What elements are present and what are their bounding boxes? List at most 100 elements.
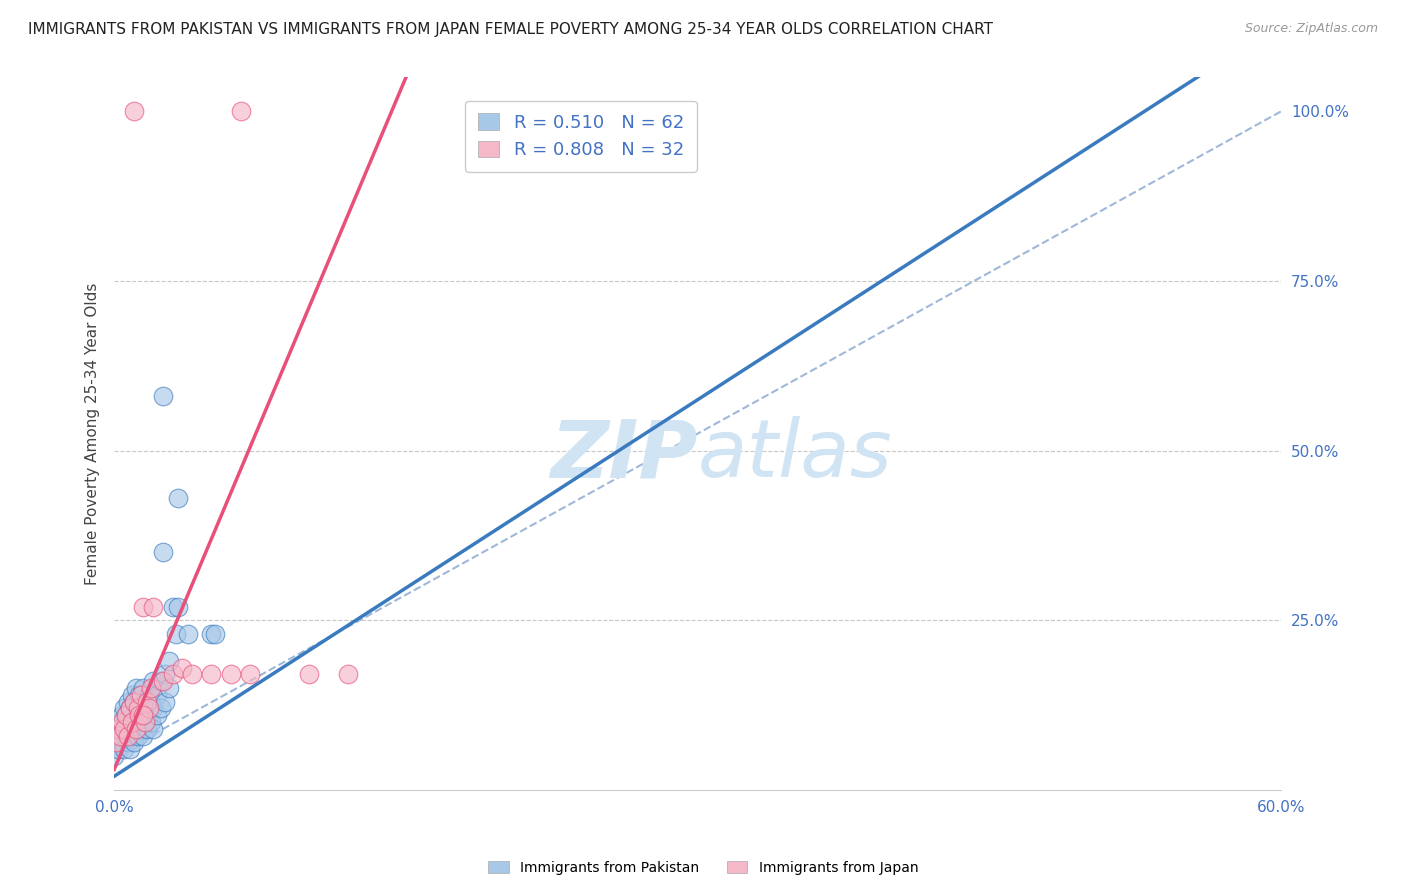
Point: [121, 714, 143, 729]
Point: [149, 701, 172, 715]
Point: [108, 729, 131, 743]
Point: [167, 491, 190, 505]
Point: [162, 667, 184, 681]
Point: [172, 661, 194, 675]
Point: [121, 729, 143, 743]
Point: [138, 708, 160, 723]
Point: [128, 688, 150, 702]
Point: [229, 104, 252, 119]
Point: [139, 714, 162, 729]
Point: [152, 674, 174, 689]
Point: [122, 104, 145, 119]
Point: [118, 701, 141, 715]
Point: [132, 681, 155, 695]
Text: ZIP: ZIP: [550, 416, 697, 494]
Point: [153, 667, 176, 681]
Point: [111, 714, 134, 729]
Point: [219, 667, 242, 681]
Point: [139, 681, 162, 695]
Point: [111, 708, 134, 723]
Point: [115, 708, 138, 723]
Point: [157, 654, 180, 668]
Point: [138, 688, 160, 702]
Point: [177, 627, 200, 641]
Y-axis label: Female Poverty Among 25-34 Year Olds: Female Poverty Among 25-34 Year Olds: [86, 283, 100, 585]
Point: [117, 729, 139, 743]
Point: [167, 599, 190, 614]
Point: [139, 695, 162, 709]
Point: [136, 701, 159, 715]
Point: [132, 708, 155, 723]
Point: [117, 735, 139, 749]
Point: [336, 667, 359, 681]
Point: [127, 729, 149, 743]
Point: [157, 681, 180, 695]
Point: [105, 735, 128, 749]
Point: [298, 667, 321, 681]
Point: [132, 599, 155, 614]
Point: [131, 701, 153, 715]
Point: [105, 735, 128, 749]
Point: [134, 714, 156, 729]
Point: [131, 722, 153, 736]
Point: [149, 674, 172, 689]
Point: [122, 735, 145, 749]
Point: [118, 742, 141, 756]
Point: [146, 708, 169, 723]
Point: [181, 667, 204, 681]
Point: [108, 729, 131, 743]
Point: [118, 722, 141, 736]
Point: [103, 748, 125, 763]
Point: [153, 695, 176, 709]
Point: [204, 627, 226, 641]
Point: [162, 599, 184, 614]
Point: [112, 701, 135, 715]
Point: [115, 708, 138, 723]
Point: [132, 729, 155, 743]
Point: [115, 729, 138, 743]
Point: [142, 722, 165, 736]
Point: [107, 722, 129, 736]
Point: [165, 627, 187, 641]
Point: [112, 742, 135, 756]
Text: IMMIGRANTS FROM PAKISTAN VS IMMIGRANTS FROM JAPAN FEMALE POVERTY AMONG 25-34 YEA: IMMIGRANTS FROM PAKISTAN VS IMMIGRANTS F…: [28, 22, 993, 37]
Point: [118, 701, 141, 715]
Point: [107, 722, 129, 736]
Point: [122, 695, 145, 709]
Point: [200, 627, 222, 641]
Point: [111, 735, 134, 749]
Point: [152, 545, 174, 559]
Point: [107, 742, 129, 756]
Point: [239, 667, 262, 681]
Point: [127, 708, 149, 723]
Point: [122, 695, 145, 709]
Text: Source: ZipAtlas.com: Source: ZipAtlas.com: [1244, 22, 1378, 36]
Point: [112, 722, 135, 736]
Point: [112, 722, 135, 736]
Point: [200, 667, 222, 681]
Point: [128, 708, 150, 723]
Legend: Immigrants from Pakistan, Immigrants from Japan: Immigrants from Pakistan, Immigrants fro…: [482, 855, 924, 880]
Text: atlas: atlas: [697, 416, 893, 494]
Point: [131, 688, 153, 702]
Point: [134, 714, 156, 729]
Point: [136, 722, 159, 736]
Point: [124, 722, 146, 736]
Point: [152, 389, 174, 403]
Point: [124, 722, 146, 736]
Point: [146, 688, 169, 702]
Point: [136, 695, 159, 709]
Point: [138, 701, 160, 715]
Point: [134, 695, 156, 709]
Point: [122, 714, 145, 729]
Point: [124, 681, 146, 695]
Point: [117, 695, 139, 709]
Legend: R = 0.510   N = 62, R = 0.808   N = 32: R = 0.510 N = 62, R = 0.808 N = 32: [465, 101, 697, 171]
Point: [142, 701, 165, 715]
Point: [142, 599, 165, 614]
Point: [121, 688, 143, 702]
Point: [128, 714, 150, 729]
Point: [127, 701, 149, 715]
Point: [132, 708, 155, 723]
Point: [108, 714, 131, 729]
